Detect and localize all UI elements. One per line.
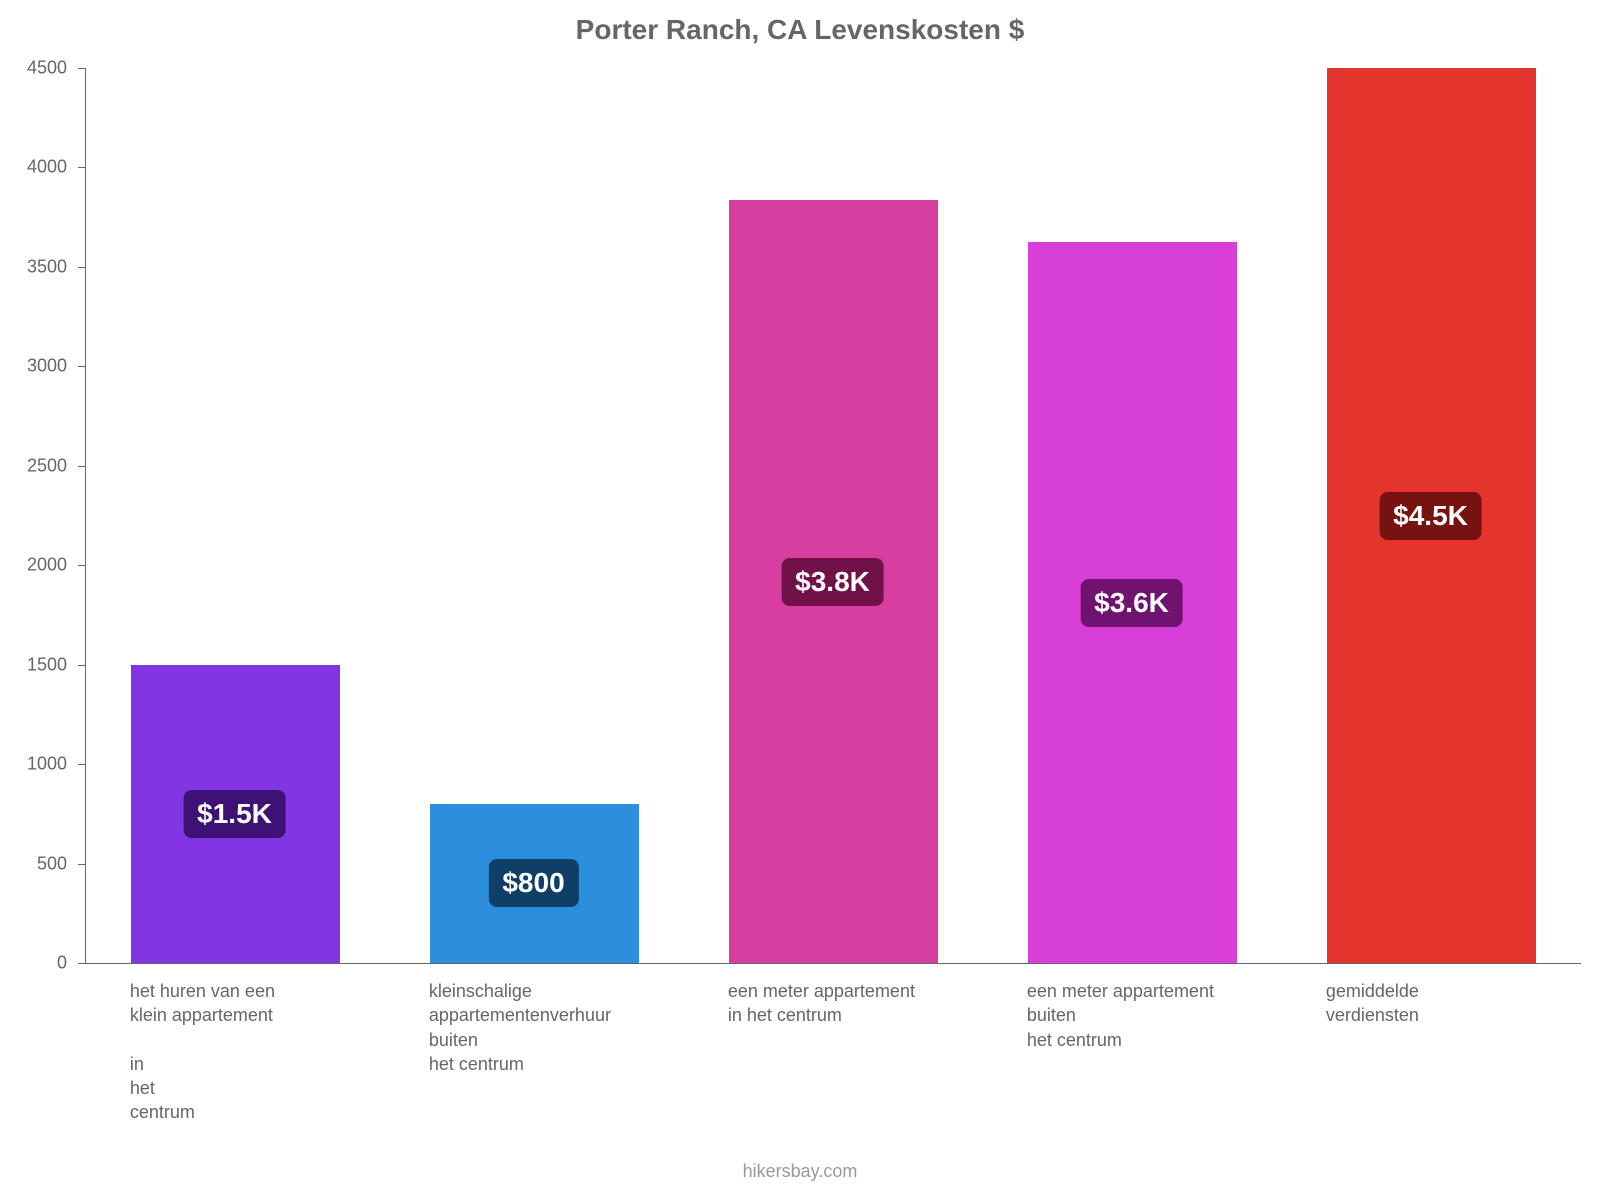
- bar-value-label: $4.5K: [1379, 492, 1482, 540]
- y-axis-tick-label: 1000: [0, 754, 67, 775]
- y-axis-tick-mark: [78, 267, 85, 268]
- x-axis-category-label: een meter appartement buiten het centrum: [1027, 979, 1214, 1052]
- x-axis-category-label: het huren van een klein appartement in h…: [130, 979, 275, 1125]
- y-axis-tick-mark: [78, 167, 85, 168]
- y-axis-tick-mark: [78, 764, 85, 765]
- y-axis-tick-mark: [78, 665, 85, 666]
- x-axis-category-label: gemiddelde verdiensten: [1326, 979, 1419, 1028]
- y-axis-tick-mark: [78, 68, 85, 69]
- y-axis-tick-label: 2000: [0, 555, 67, 576]
- y-axis-tick-label: 4500: [0, 58, 67, 79]
- x-axis-category-label: een meter appartement in het centrum: [728, 979, 915, 1028]
- bar-value-label: $3.6K: [1080, 579, 1183, 627]
- y-axis-tick-label: 3500: [0, 256, 67, 277]
- bar-value-label: $3.8K: [781, 558, 884, 606]
- bar-value-label: $800: [488, 859, 578, 907]
- y-axis-tick-label: 2500: [0, 455, 67, 476]
- chart-footer: hikersbay.com: [0, 1161, 1600, 1182]
- y-axis-tick-label: 0: [0, 953, 67, 974]
- y-axis-tick-label: 1500: [0, 654, 67, 675]
- chart-root: Porter Ranch, CA Levenskosten $ hikersba…: [0, 0, 1600, 1200]
- y-axis-tick-mark: [78, 466, 85, 467]
- y-axis-tick-mark: [78, 963, 85, 964]
- y-axis-tick-mark: [78, 565, 85, 566]
- x-axis-category-label: kleinschalige appartementenverhuur buite…: [429, 979, 611, 1076]
- y-axis-tick-label: 4000: [0, 157, 67, 178]
- y-axis-tick-label: 3000: [0, 356, 67, 377]
- plot-area: [85, 68, 1581, 964]
- chart-title: Porter Ranch, CA Levenskosten $: [0, 14, 1600, 46]
- y-axis-tick-label: 500: [0, 853, 67, 874]
- y-axis-tick-mark: [78, 864, 85, 865]
- bar-value-label: $1.5K: [183, 790, 286, 838]
- y-axis-tick-mark: [78, 366, 85, 367]
